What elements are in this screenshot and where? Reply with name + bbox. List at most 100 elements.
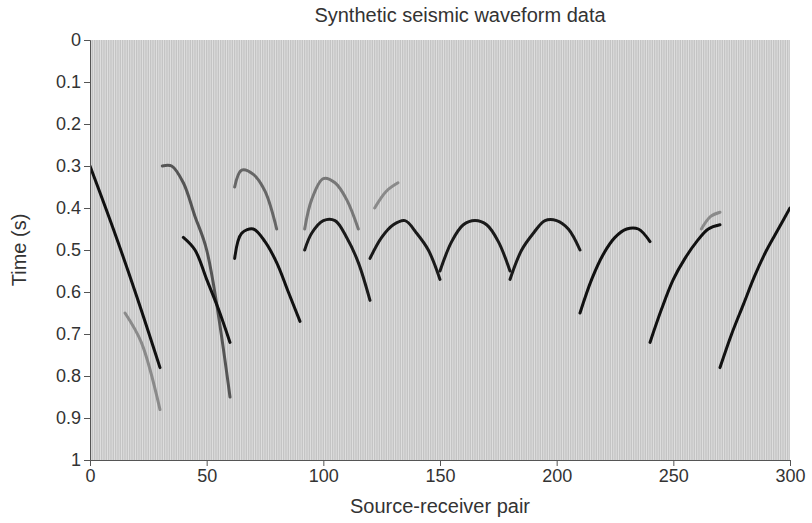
trace-stripe — [630, 40, 631, 460]
tick-mark — [84, 292, 90, 293]
trace-stripe — [184, 40, 185, 460]
trace-stripe — [751, 40, 752, 460]
tick: 0.5 — [56, 240, 90, 260]
trace-stripe — [382, 40, 383, 460]
trace-stripe — [340, 40, 341, 460]
tick-mark — [84, 376, 90, 377]
trace-stripe — [245, 40, 246, 460]
trace-stripe — [483, 40, 484, 460]
trace-stripe — [179, 40, 180, 460]
tick-mark — [84, 82, 90, 83]
trace-stripe — [107, 40, 108, 460]
trace-stripe — [711, 40, 712, 460]
trace-stripe — [490, 40, 491, 460]
trace-stripe — [277, 40, 278, 460]
trace-stripe — [515, 40, 516, 460]
trace-stripe — [217, 40, 218, 460]
trace-stripe — [746, 40, 747, 460]
trace-stripe — [366, 40, 367, 460]
tick-label: 0.7 — [56, 324, 81, 344]
trace-stripe — [697, 40, 698, 460]
trace-stripe — [700, 40, 701, 460]
trace-stripe — [219, 40, 220, 460]
trace-stripe — [462, 40, 463, 460]
trace-stripe — [616, 40, 617, 460]
trace-stripe — [170, 40, 171, 460]
trace-stripe — [681, 40, 682, 460]
trace-stripe — [336, 40, 337, 460]
tick-label: 250 — [659, 466, 689, 486]
trace-stripe — [401, 40, 402, 460]
tick-label: 0.1 — [56, 72, 81, 92]
tick-label: 0.8 — [56, 366, 81, 386]
trace-stripe — [154, 40, 155, 460]
trace-stripe — [422, 40, 423, 460]
trace-stripe — [371, 40, 372, 460]
trace-stripe — [406, 40, 407, 460]
seismic-event — [580, 228, 650, 313]
trace-stripe — [508, 40, 509, 460]
trace-stripe — [102, 40, 103, 460]
trace-stripe — [109, 40, 110, 460]
tick: 0.4 — [56, 198, 90, 218]
tick-mark — [84, 166, 90, 167]
trace-stripe — [198, 40, 199, 460]
trace-stripe — [392, 40, 393, 460]
trace-stripe — [438, 40, 439, 460]
tick-label: 0 — [71, 30, 81, 50]
trace-stripe — [541, 40, 542, 460]
seismic-event — [720, 208, 790, 368]
tick-label: 150 — [425, 466, 455, 486]
trace-stripe — [672, 40, 673, 460]
trace-stripe — [499, 40, 500, 460]
trace-stripe — [350, 40, 351, 460]
trace-stripe — [660, 40, 661, 460]
trace-stripe — [226, 40, 227, 460]
trace-stripe — [620, 40, 621, 460]
trace-stripe — [536, 40, 537, 460]
trace-stripe — [93, 40, 94, 460]
trace-stripe — [114, 40, 115, 460]
tick-label: 0.5 — [56, 240, 81, 260]
trace-stripe — [403, 40, 404, 460]
trace-stripe — [758, 40, 759, 460]
trace-stripe — [737, 40, 738, 460]
tick: 250 — [659, 460, 689, 486]
seismic-event — [440, 221, 510, 271]
trace-stripe — [686, 40, 687, 460]
trace-stripe — [378, 40, 379, 460]
tick-mark — [84, 418, 90, 419]
tick-label: 0.4 — [56, 198, 81, 218]
trace-stripe — [177, 40, 178, 460]
trace-stripe — [130, 40, 131, 460]
trace-stripe — [329, 40, 330, 460]
trace-stripe — [298, 40, 299, 460]
tick: 300 — [775, 460, 805, 486]
trace-stripe — [735, 40, 736, 460]
trace-stripe — [389, 40, 390, 460]
x-axis: 050100150200250300 — [85, 460, 805, 486]
trace-stripe — [368, 40, 369, 460]
trace-stripe — [415, 40, 416, 460]
trace-stripe — [774, 40, 775, 460]
trace-stripe — [651, 40, 652, 460]
trace-stripe — [707, 40, 708, 460]
seismic-event — [305, 219, 370, 300]
trace-stripe — [359, 40, 360, 460]
trace-stripe — [161, 40, 162, 460]
trace-stripe — [779, 40, 780, 460]
trace-stripe — [210, 40, 211, 460]
trace-stripe — [308, 40, 309, 460]
trace-stripe — [345, 40, 346, 460]
trace-stripe — [583, 40, 584, 460]
tick-label: 200 — [542, 466, 572, 486]
trace-stripe — [347, 40, 348, 460]
trace-stripe — [788, 40, 789, 460]
trace-stripe — [394, 40, 395, 460]
trace-stripe — [380, 40, 381, 460]
trace-stripe — [683, 40, 684, 460]
trace-stripe — [786, 40, 787, 460]
trace-stripe — [221, 40, 222, 460]
trace-stripe — [289, 40, 290, 460]
trace-stripe — [361, 40, 362, 460]
